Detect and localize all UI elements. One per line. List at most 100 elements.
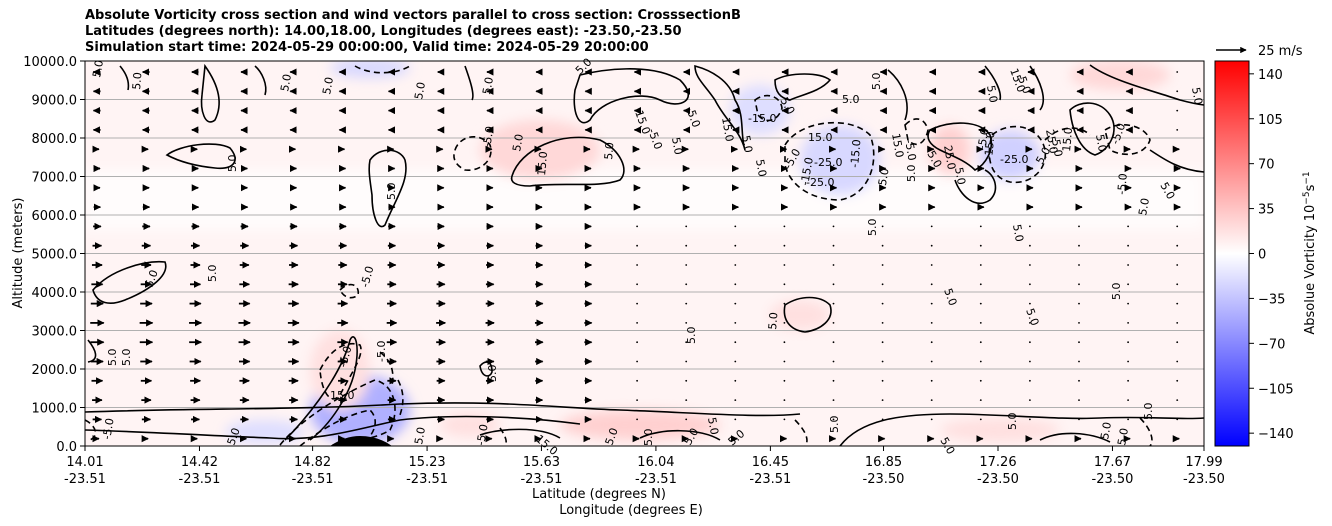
wind-vector [734, 302, 737, 305]
y-tick-label: 2000.0 [32, 363, 78, 378]
x-tick-label-lat: 17.99 [1185, 455, 1222, 470]
wind-vector [685, 302, 688, 305]
contour-label: 5.0 [226, 155, 239, 173]
contour-label: 5.0 [753, 158, 769, 177]
wind-vector [1176, 283, 1179, 286]
contour-label: -5.0 [375, 341, 388, 362]
contour-label: 5.0 [866, 219, 879, 237]
contour-label: 5.0 [278, 73, 294, 92]
contour-label: 5.0 [685, 327, 698, 345]
contour-label: 5.0 [412, 426, 428, 445]
contour-label: 5.0 [952, 166, 968, 185]
wind-vector [930, 302, 933, 305]
contour-label: 5.0 [120, 349, 133, 367]
wind-vector [930, 360, 933, 363]
wind-vector [881, 341, 884, 344]
wind-vector [636, 225, 638, 228]
contour-label: -15.0 [848, 139, 863, 168]
wind-vector [979, 244, 982, 247]
wind-vector [832, 244, 835, 247]
wind-vector [1127, 244, 1129, 247]
wind-vector [881, 379, 884, 382]
contour-label: 5.0 [739, 134, 755, 153]
contour-label: 5.0 [705, 416, 721, 435]
contour-label: 5.0 [1142, 403, 1155, 421]
wind-vector [1176, 302, 1179, 305]
contour-label: 15.0 [1060, 127, 1075, 153]
wind-vector [930, 399, 933, 401]
wind-vector [783, 225, 786, 228]
wind-vector [979, 264, 982, 266]
wind-vector [685, 225, 688, 228]
wind-vector [1176, 399, 1179, 401]
contour-label: 5.0 [206, 265, 219, 283]
x-tick-label-lon: -23.51 [64, 472, 106, 487]
x-tick-label-lat: 16.04 [637, 455, 674, 470]
wind-vector [1078, 360, 1080, 363]
wind-vector [1176, 244, 1179, 247]
x-axis-label-lat: Latitude (degrees N) [532, 487, 666, 502]
x-tick-label-lon: -23.51 [179, 472, 221, 487]
wind-vector [685, 341, 688, 344]
wind-vector [832, 341, 835, 344]
x-tick-label-lon: -23.50 [977, 472, 1019, 487]
colorbar [1214, 60, 1250, 447]
wind-vector [783, 264, 786, 266]
wind-vector [1127, 399, 1129, 401]
contour-label: -25.0 [1000, 153, 1028, 166]
x-tick-label-lon: -23.51 [635, 472, 677, 487]
wind-vector [636, 399, 638, 401]
x-tick-label-lon: -23.51 [520, 472, 562, 487]
y-tick-label: 5000.0 [32, 248, 78, 263]
contour-label: 15.0 [808, 131, 833, 144]
wind-vector [636, 264, 638, 266]
wind-vector [734, 283, 737, 286]
wind-vector [881, 225, 884, 228]
wind-vector [832, 399, 835, 401]
wind-vector [1078, 379, 1080, 382]
contour-label: -5.0 [902, 138, 919, 161]
wind-vector [1078, 322, 1080, 324]
contour-label: 5.0 [1098, 421, 1114, 440]
wind-vector [930, 341, 933, 344]
wind-vector [783, 244, 786, 247]
wind-vector [1176, 360, 1179, 363]
wind-vector [685, 379, 688, 382]
y-tick-label: 9000.0 [32, 94, 78, 109]
x-tick-label-lat: 16.85 [865, 455, 902, 470]
wind-vector [1176, 90, 1179, 93]
contour-label: 15.0 [719, 116, 736, 142]
x-tick-label-lon: -23.50 [863, 472, 905, 487]
wind-vector [979, 360, 982, 363]
contour-label: 5.0 [1115, 427, 1131, 446]
wind-vector [832, 283, 835, 286]
gridlines [85, 99, 1204, 408]
wind-vector [881, 283, 884, 286]
wind-vector [1078, 302, 1080, 305]
colorbar-label: Absolue Vorticity 10−5s−1 [1302, 171, 1318, 334]
wind-vector [1176, 379, 1179, 382]
colorbar-tick-label: 35 [1258, 203, 1275, 218]
contour-label: 5.0 [225, 426, 243, 447]
x-tick-label-lon: -23.50 [1092, 472, 1134, 487]
colorbar-tick-label: −35 [1258, 292, 1285, 307]
contour-label: 5.0 [602, 142, 616, 161]
x-tick-label-lon: -23.50 [1183, 472, 1225, 487]
wind-vector [930, 225, 933, 228]
contour-label: 5.0 [642, 429, 655, 447]
contour-label: 5.0 [1189, 86, 1205, 105]
wind-vector [1078, 225, 1080, 228]
wind-vector [1029, 341, 1031, 344]
contour-label: 15.0 [330, 389, 355, 402]
wind-vector [930, 283, 933, 286]
contour-label: 5.0 [842, 93, 860, 106]
contour-labels: 5.0 5.0 5.0 5.0 5.0 5.0 5.0 5.0 5.0 5.0 … [90, 56, 1205, 458]
x-tick-label-lat: 14.42 [181, 455, 218, 470]
contour-label: 5.0 [1136, 197, 1152, 216]
contour-label: 5.0 [143, 268, 161, 289]
wind-vector [734, 264, 737, 266]
contour-label: 5.0 [905, 165, 918, 183]
wind-vector [930, 379, 933, 382]
y-tick-label: 10000.0 [23, 55, 77, 70]
wind-vector [636, 322, 638, 324]
